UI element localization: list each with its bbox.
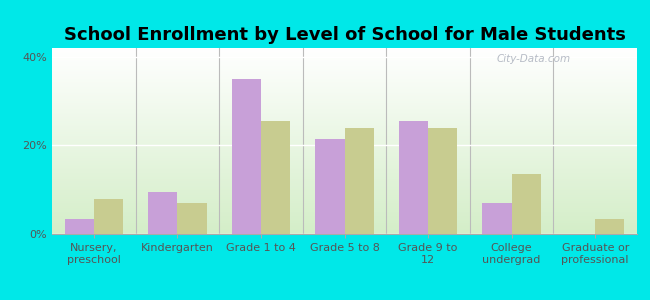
- Bar: [231, 79, 261, 234]
- Bar: [512, 174, 541, 234]
- Legend: Nippa, Kentucky: Nippa, Kentucky: [243, 296, 446, 300]
- Bar: [428, 128, 458, 234]
- Bar: [177, 203, 207, 234]
- Title: School Enrollment by Level of School for Male Students: School Enrollment by Level of School for…: [64, 26, 625, 44]
- Bar: [64, 218, 94, 234]
- Bar: [595, 218, 625, 234]
- Bar: [148, 192, 177, 234]
- Bar: [399, 121, 428, 234]
- Bar: [94, 199, 123, 234]
- Bar: [482, 203, 512, 234]
- Bar: [315, 139, 344, 234]
- Bar: [344, 128, 374, 234]
- Text: City-Data.com: City-Data.com: [497, 54, 571, 64]
- Bar: [261, 121, 290, 234]
